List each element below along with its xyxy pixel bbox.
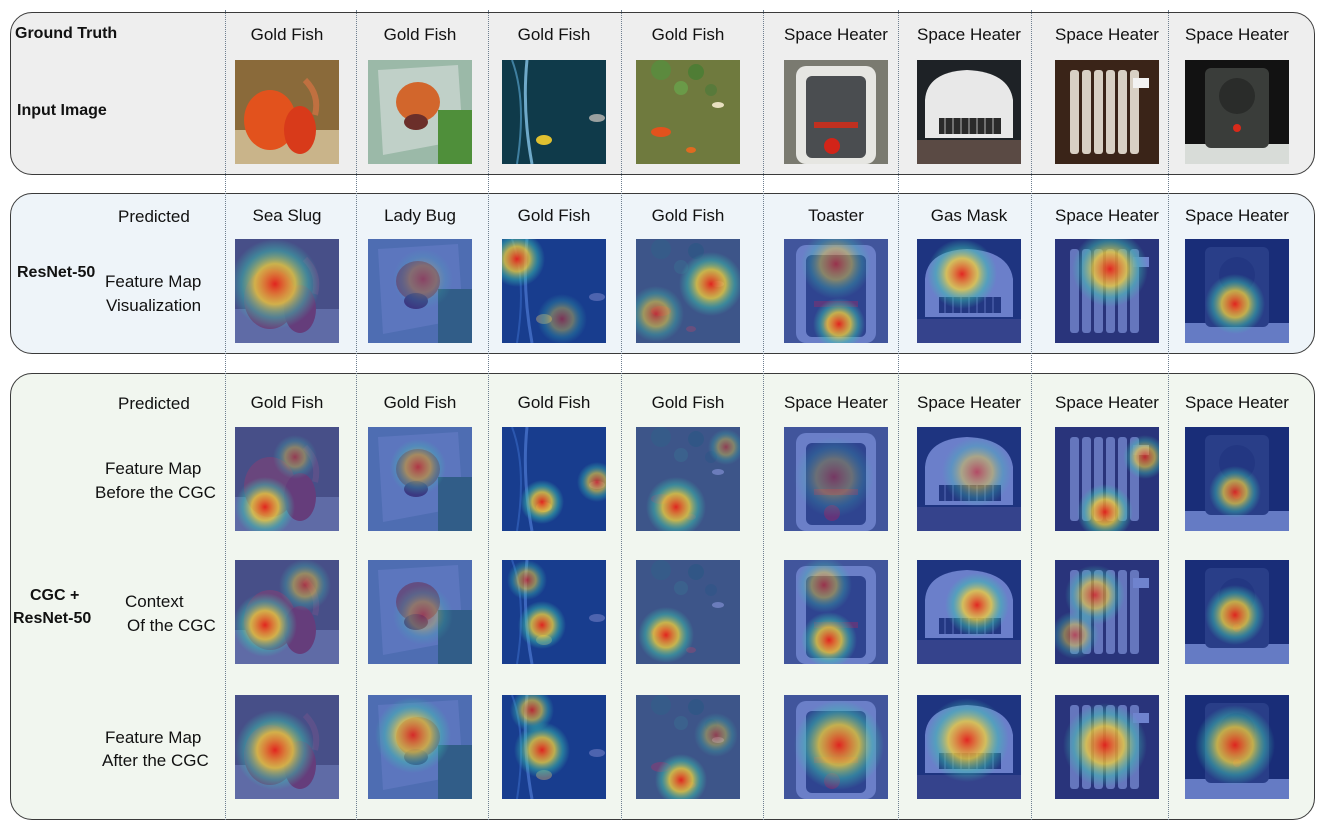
after-cgc-label-2: After the CGC (102, 751, 209, 770)
ground-truth-class-5: Space Heater (784, 25, 888, 44)
feature-map-vis-label-1: Feature Map (105, 272, 202, 291)
context-cgc-label-2: Of the CGC (127, 616, 216, 635)
feature-map-after-cgc-8 (1185, 695, 1289, 799)
cgc-predicted-label: Predicted (118, 394, 190, 413)
feature-map-after-cgc-3 (502, 695, 606, 799)
input-image-2 (368, 60, 472, 164)
ground-truth-class-1: Gold Fish (250, 25, 324, 44)
input-image-4 (636, 60, 740, 164)
cgc-predicted-class-3: Gold Fish (517, 393, 591, 412)
feature-map-after-cgc-5 (784, 695, 888, 799)
feature-map-after-cgc-1 (235, 695, 339, 799)
input-image-8 (1185, 60, 1289, 164)
resnet-predicted-class-3: Gold Fish (517, 206, 591, 225)
cgc-context-3 (502, 560, 606, 664)
cgc-label-1: CGC + (30, 587, 80, 604)
input-image-1 (235, 60, 339, 164)
resnet50-label: ResNet-50 (17, 264, 96, 281)
before-cgc-label-1: Feature Map (105, 459, 202, 478)
cgc-predicted-class-7: Space Heater (1055, 393, 1159, 412)
feature-map-before-cgc-8 (1185, 427, 1289, 531)
resnet-feature-map-3 (502, 239, 606, 343)
feature-map-before-cgc-2 (368, 427, 472, 531)
feature-map-after-cgc-7 (1055, 695, 1159, 799)
column-separator (621, 10, 622, 820)
resnet-feature-map-5 (784, 239, 888, 343)
feature-map-before-cgc-3 (502, 427, 606, 531)
cgc-context-7 (1055, 560, 1159, 664)
feature-map-before-cgc-1 (235, 427, 339, 531)
column-separator (763, 10, 764, 820)
feature-map-before-cgc-4 (636, 427, 740, 531)
ground-truth-class-8: Space Heater (1185, 25, 1289, 44)
column-separator (1168, 10, 1169, 820)
cgc-predicted-class-1: Gold Fish (250, 393, 324, 412)
column-separator (225, 10, 226, 820)
feature-map-vis-label-2: Visualization (106, 296, 202, 315)
cgc-context-1 (235, 560, 339, 664)
ground-truth-class-7: Space Heater (1055, 25, 1159, 44)
cgc-predicted-class-2: Gold Fish (383, 393, 457, 412)
resnet-predicted-class-4: Gold Fish (651, 206, 725, 225)
feature-map-before-cgc-5 (784, 427, 888, 531)
feature-map-after-cgc-2 (368, 695, 472, 799)
column-separator (1031, 10, 1032, 820)
resnet-predicted-class-1: Sea Slug (252, 206, 322, 225)
resnet-feature-map-4 (636, 239, 740, 343)
resnet-feature-map-1 (235, 239, 339, 343)
column-separator (898, 10, 899, 820)
feature-map-before-cgc-6 (917, 427, 1021, 531)
resnet-predicted-class-7: Space Heater (1055, 206, 1159, 225)
feature-map-after-cgc-4 (636, 695, 740, 799)
cgc-predicted-class-4: Gold Fish (651, 393, 725, 412)
resnet-feature-map-7 (1055, 239, 1159, 343)
input-image-7 (1055, 60, 1159, 164)
resnet-feature-map-8 (1185, 239, 1289, 343)
cgc-context-4 (636, 560, 740, 664)
input-image-6 (917, 60, 1021, 164)
cgc-context-5 (784, 560, 888, 664)
feature-map-after-cgc-6 (917, 695, 1021, 799)
before-cgc-label-2: Before the CGC (95, 483, 216, 502)
cgc-context-2 (368, 560, 472, 664)
context-cgc-label-1: Context (125, 592, 184, 611)
ground-truth-class-2: Gold Fish (383, 25, 457, 44)
input-image-3 (502, 60, 606, 164)
column-separator (488, 10, 489, 820)
column-separator (356, 10, 357, 820)
ground-truth-class-6: Space Heater (917, 25, 1021, 44)
resnet-predicted-class-8: Space Heater (1185, 206, 1289, 225)
resnet-predicted-class-2: Lady Bug (384, 206, 456, 225)
input-image-5 (784, 60, 888, 164)
after-cgc-label-1: Feature Map (105, 728, 202, 747)
input-image-label: Input Image (17, 102, 107, 119)
ground-truth-label: Ground Truth (15, 25, 118, 42)
cgc-context-8 (1185, 560, 1289, 664)
cgc-predicted-class-6: Space Heater (917, 393, 1021, 412)
resnet-feature-map-2 (368, 239, 472, 343)
cgc-context-6 (917, 560, 1021, 664)
cgc-label-2: ResNet-50 (13, 610, 92, 627)
resnet-feature-map-6 (917, 239, 1021, 343)
ground-truth-class-4: Gold Fish (651, 25, 725, 44)
resnet-predicted-class-5: Toaster (808, 206, 864, 225)
feature-map-before-cgc-7 (1055, 427, 1159, 531)
cgc-predicted-class-8: Space Heater (1185, 393, 1289, 412)
ground-truth-class-3: Gold Fish (517, 25, 591, 44)
resnet-predicted-class-6: Gas Mask (930, 206, 1008, 225)
resnet-predicted-label: Predicted (118, 207, 190, 226)
cgc-predicted-class-5: Space Heater (784, 393, 888, 412)
